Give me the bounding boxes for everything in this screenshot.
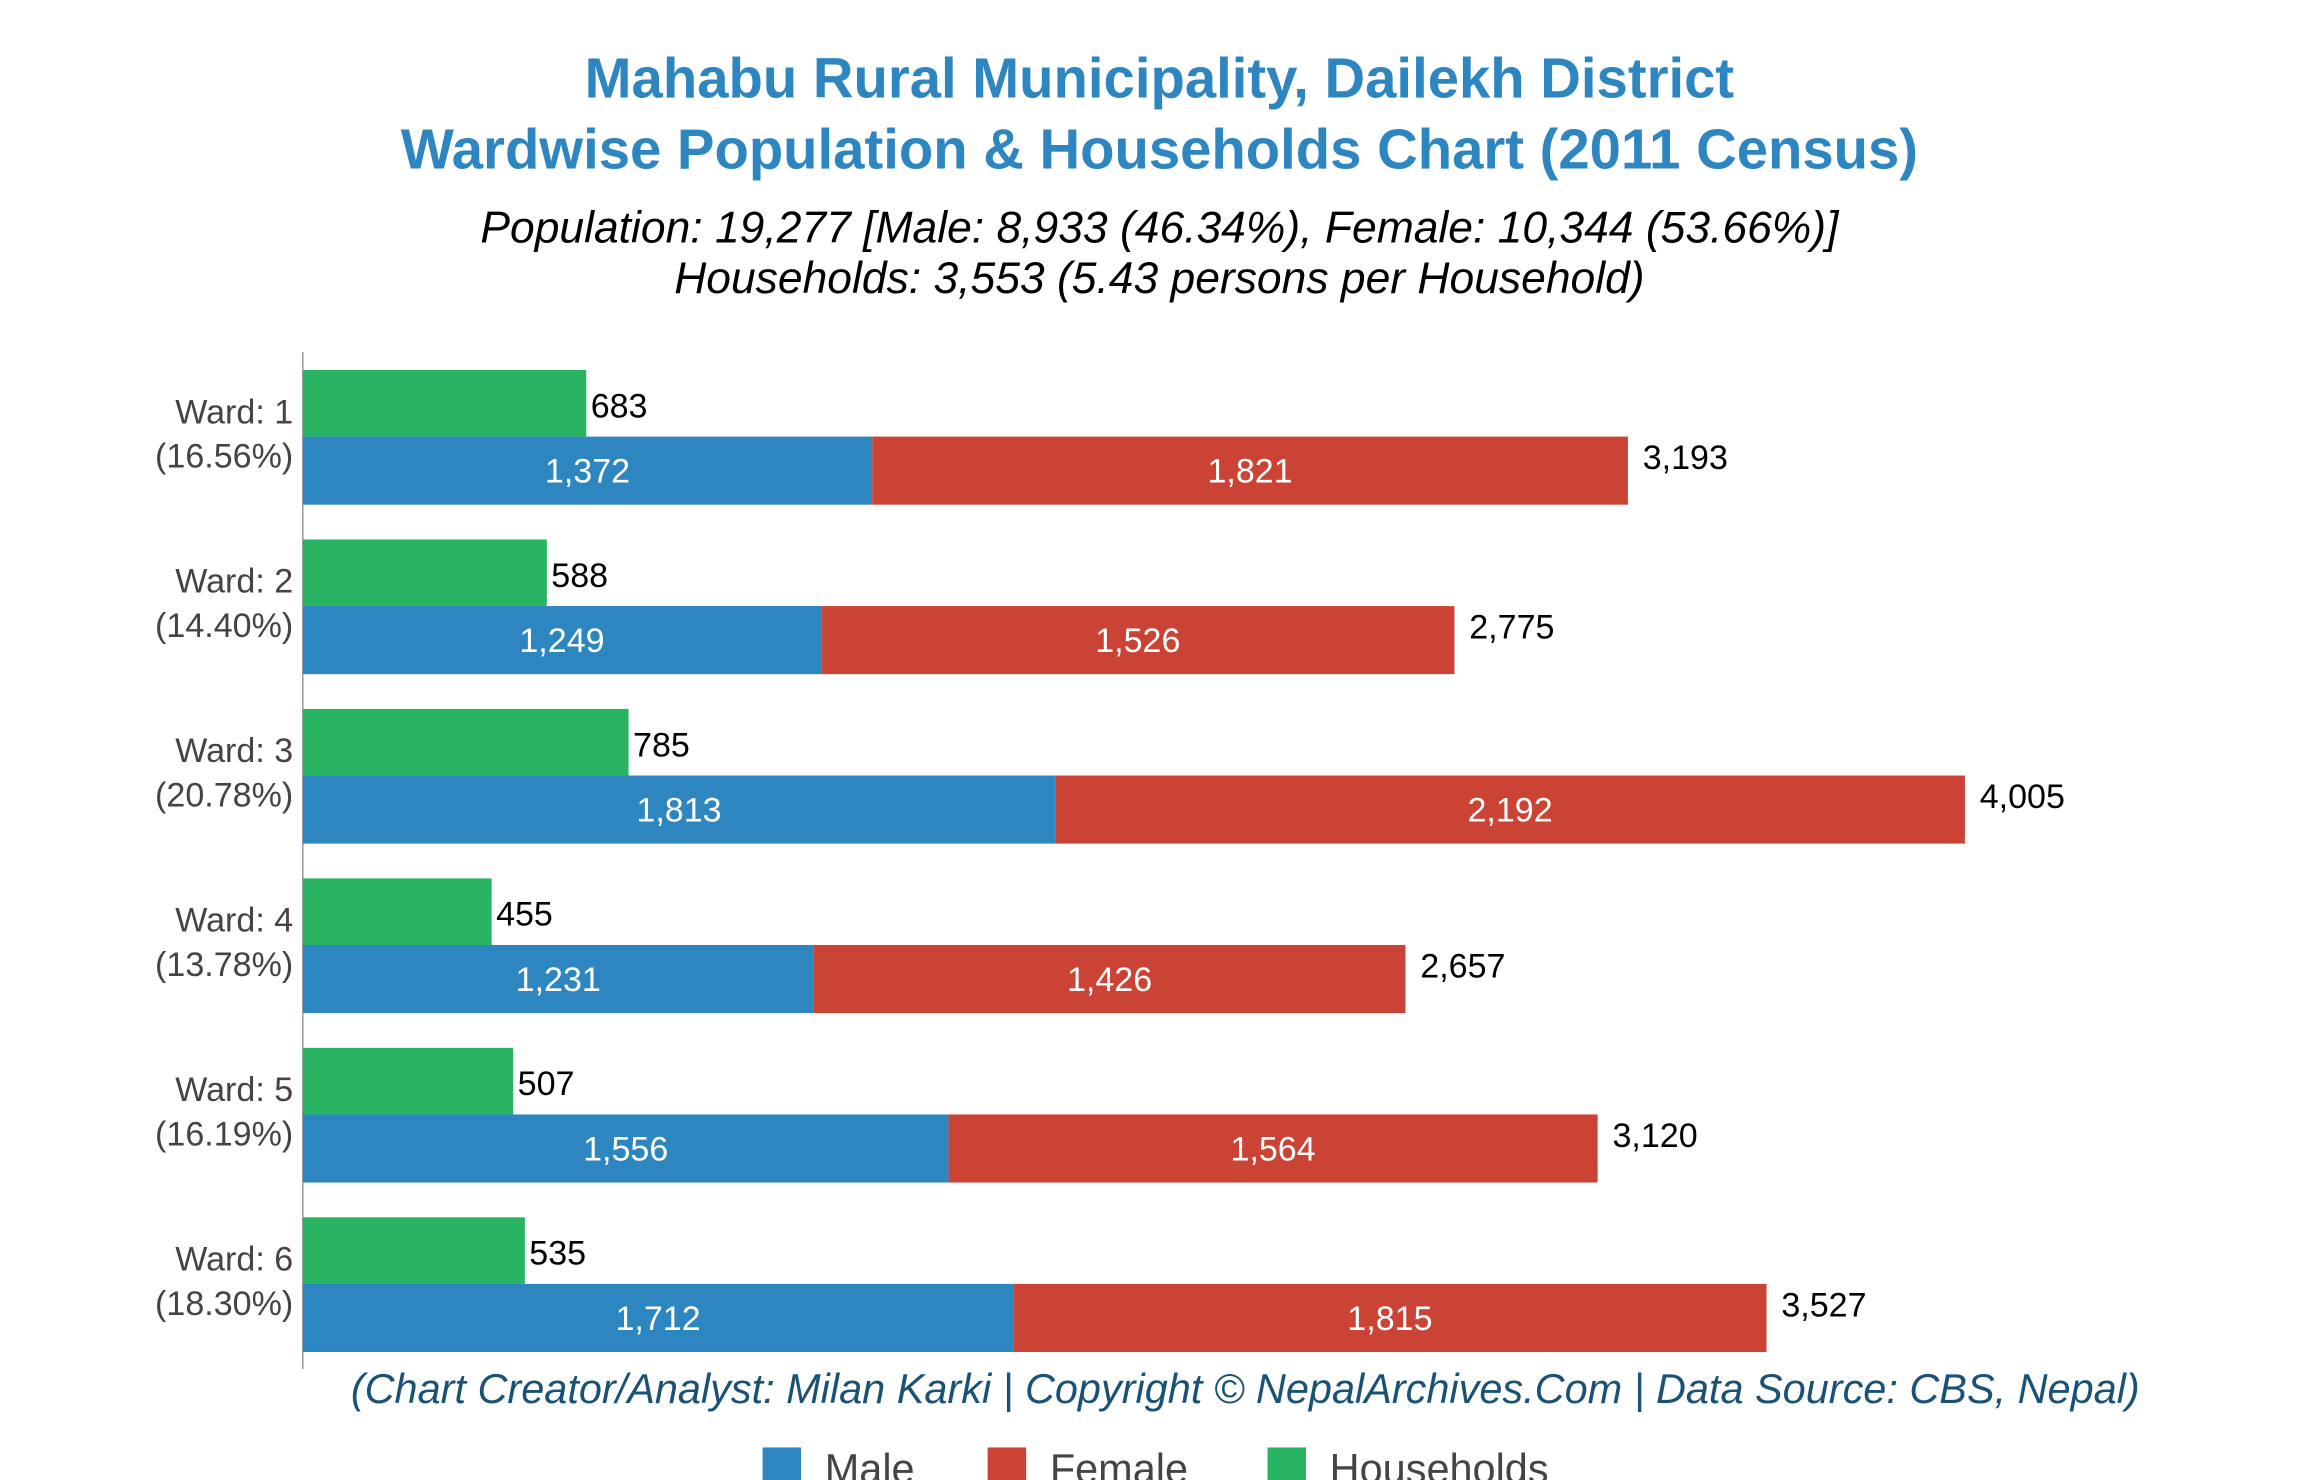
chart-title-line2: Wardwise Population & Households Chart (…: [401, 118, 1918, 181]
households-bar: [302, 1047, 514, 1115]
male-bar: [302, 606, 822, 675]
male-bar: [302, 1114, 949, 1183]
female-value-label: 1,426: [1067, 961, 1152, 999]
female-bar: [872, 436, 1628, 505]
male-value-label: 1,813: [636, 791, 721, 829]
households-bar: [302, 370, 587, 437]
subtitle-population: Population: 19,277 [Male: 8,933 (46.34%)…: [480, 204, 1840, 253]
female-value-label: 2,192: [1467, 791, 1552, 829]
total-value-label: 3,193: [1643, 439, 1728, 477]
total-value-label: 2,657: [1420, 948, 1505, 986]
legend-swatch-female: [987, 1447, 1027, 1480]
ward-share-label: (13.78%): [155, 946, 293, 984]
legend-label-male: Male: [825, 1445, 915, 1480]
male-bar: [302, 775, 1056, 844]
households-bar: [302, 878, 492, 945]
male-value-label: 1,372: [545, 452, 630, 490]
households-bar: [302, 539, 547, 607]
male-value-label: 1,712: [615, 1300, 700, 1338]
male-bar: [302, 944, 814, 1014]
male-bar: [302, 436, 873, 505]
bars-group: Ward: 1 (16.56%) 683 1,372 1,821 3,193 Ward: 2…: [155, 370, 2065, 1352]
total-value-label: 4,005: [1980, 778, 2065, 816]
ward-share-label: (14.40%): [155, 607, 293, 645]
male-value-label: 1,231: [516, 961, 601, 999]
ward-share-label: (20.78%): [155, 777, 293, 815]
households-value-label: 507: [518, 1065, 575, 1103]
male-bar: [302, 1283, 1014, 1352]
households-value-label: 535: [529, 1235, 586, 1273]
total-value-label: 2,775: [1469, 609, 1554, 647]
ward-label: Ward: 1: [175, 393, 293, 431]
male-value-label: 1,556: [583, 1130, 668, 1168]
ward-label: Ward: 3: [175, 732, 293, 770]
chart-title-line1: Mahabu Rural Municipality, Dailekh Distr…: [585, 47, 1735, 110]
ward-label: Ward: 6: [175, 1241, 293, 1279]
female-value-label: 1,564: [1231, 1130, 1316, 1168]
female-bar: [821, 606, 1455, 675]
households-bar: [302, 1217, 525, 1284]
households-bar: [302, 708, 629, 776]
ward-share-label: (16.19%): [155, 1116, 293, 1154]
ward-share-label: (16.56%): [155, 438, 293, 476]
female-value-label: 1,821: [1207, 452, 1292, 490]
ward-share-label: (18.30%): [155, 1285, 293, 1323]
female-value-label: 1,815: [1347, 1300, 1432, 1338]
ward-label: Ward: 5: [175, 1071, 293, 1109]
female-bar: [1055, 775, 1965, 844]
households-value-label: 588: [551, 557, 608, 595]
legend-label-households: Households: [1330, 1445, 1549, 1480]
households-value-label: 683: [591, 387, 648, 425]
total-value-label: 3,120: [1612, 1117, 1697, 1155]
female-bar: [813, 944, 1406, 1014]
ward-label: Ward: 2: [175, 563, 293, 601]
female-bar: [948, 1114, 1598, 1183]
subtitle-households: Households: 3,553 (5.43 persons per Hous…: [674, 254, 1644, 303]
legend: Male Female Households: [762, 1445, 1549, 1480]
households-value-label: 785: [633, 726, 690, 764]
female-value-label: 1,526: [1095, 622, 1180, 660]
total-value-label: 3,527: [1781, 1286, 1866, 1324]
ward-label: Ward: 4: [175, 902, 293, 940]
households-value-label: 455: [496, 896, 553, 934]
legend-swatch-households: [1267, 1447, 1306, 1480]
male-value-label: 1,249: [519, 622, 604, 660]
footer-credit: (Chart Creator/Analyst: Milan Karki | Co…: [351, 1365, 2140, 1412]
legend-swatch-male: [762, 1447, 802, 1480]
legend-label-female: Female: [1050, 1445, 1188, 1480]
female-bar: [1013, 1283, 1767, 1352]
